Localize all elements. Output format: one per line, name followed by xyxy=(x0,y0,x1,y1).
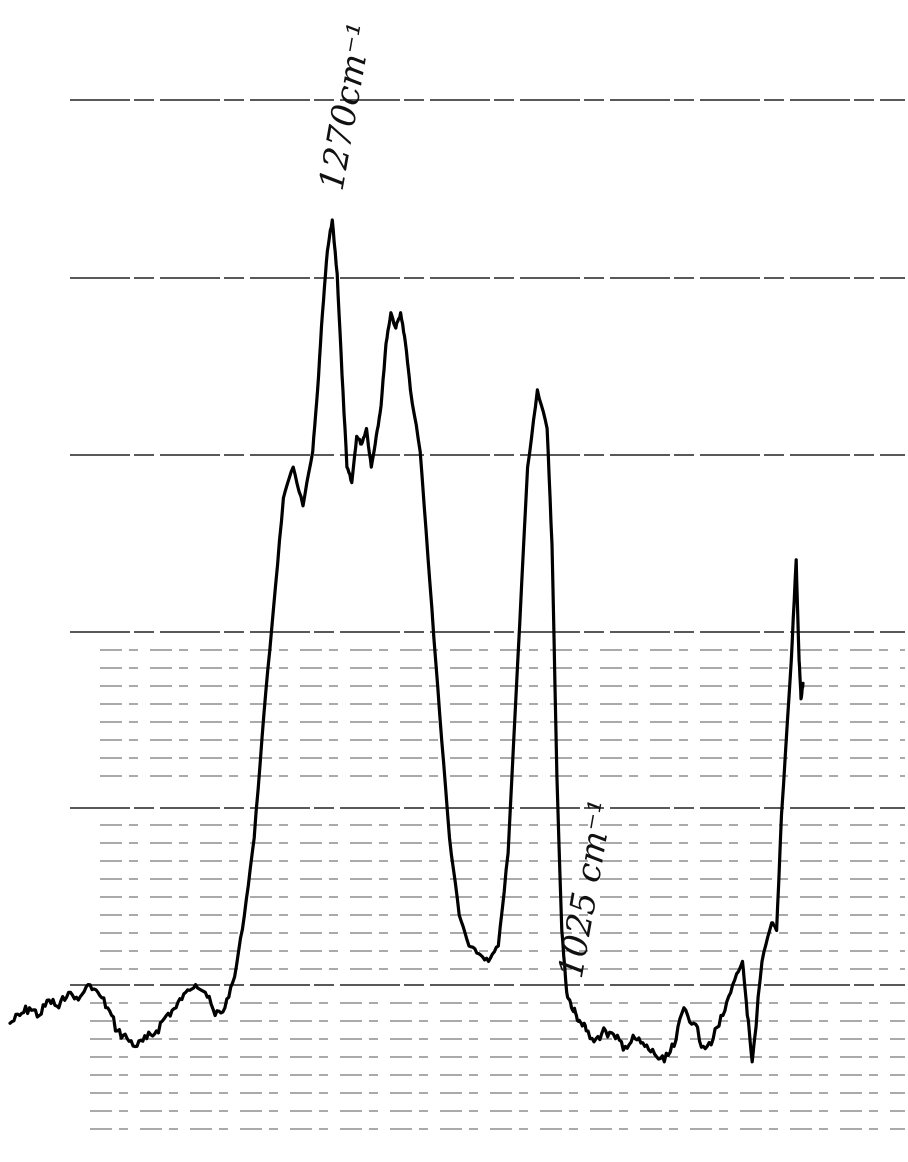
grid-lines xyxy=(70,99,905,1130)
peak-label: 1270cm⁻¹ xyxy=(312,20,381,194)
spectrum-trace xyxy=(8,218,805,1064)
